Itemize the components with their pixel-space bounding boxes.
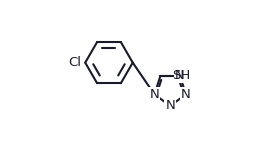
Text: N: N bbox=[175, 69, 185, 82]
Text: Cl: Cl bbox=[69, 56, 82, 69]
Text: N: N bbox=[150, 88, 159, 101]
Text: SH: SH bbox=[172, 69, 191, 82]
Text: N: N bbox=[181, 88, 191, 101]
Text: N: N bbox=[165, 99, 175, 112]
